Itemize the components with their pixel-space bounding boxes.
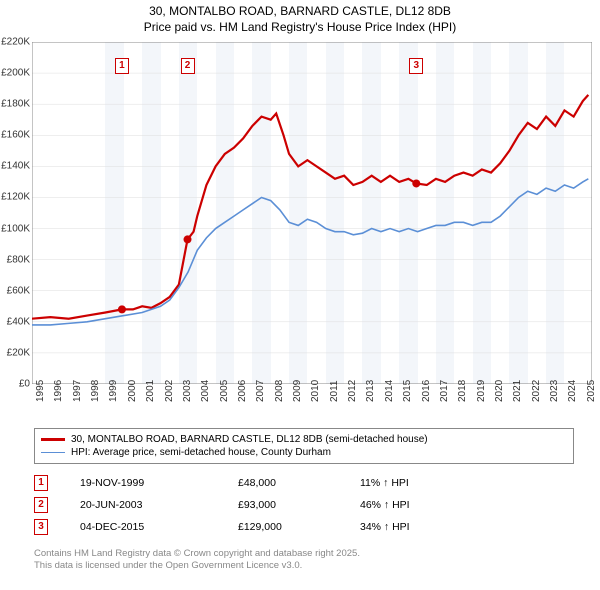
x-tick-label: 1998: [90, 380, 101, 402]
row-price: £129,000: [238, 521, 360, 533]
x-axis: 1995199619971998199920002001200220032004…: [32, 386, 592, 426]
y-axis: £0£20K£40K£60K£80K£100K£120K£140K£160K£1…: [0, 42, 32, 384]
x-tick-label: 2004: [200, 380, 211, 402]
table-row: 3 04-DEC-2015£129,00034% ↑ HPI: [34, 516, 410, 538]
x-tick-label: 2011: [329, 380, 340, 402]
y-tick-label: £200K: [1, 68, 30, 79]
x-tick-label: 2014: [384, 380, 395, 402]
row-hpi: 34% ↑ HPI: [360, 521, 410, 533]
legend-item: HPI: Average price, semi-detached house,…: [41, 446, 567, 459]
y-tick-label: £100K: [1, 223, 30, 234]
x-tick-label: 2018: [457, 380, 468, 402]
title-line-1: 30, MONTALBO ROAD, BARNARD CASTLE, DL12 …: [0, 4, 600, 20]
x-tick-label: 2024: [567, 380, 578, 402]
x-tick-label: 2003: [182, 380, 193, 402]
chart-area: 1 2 3: [32, 42, 592, 384]
footer-line-2: This data is licensed under the Open Gov…: [34, 560, 360, 572]
y-tick-label: £40K: [7, 316, 30, 327]
x-tick-label: 2019: [476, 380, 487, 402]
row-marker: 3: [34, 519, 48, 535]
row-hpi: 11% ↑ HPI: [360, 477, 409, 489]
y-tick-label: £80K: [7, 254, 30, 265]
legend-label: 30, MONTALBO ROAD, BARNARD CASTLE, DL12 …: [71, 434, 428, 445]
title-line-2: Price paid vs. HM Land Registry's House …: [0, 20, 600, 36]
x-tick-label: 2020: [494, 380, 505, 402]
x-tick-label: 1996: [53, 380, 64, 402]
transactions-table: 1 19-NOV-1999£48,00011% ↑ HPI 2 20-JUN-2003…: [34, 472, 410, 538]
x-tick-label: 2025: [586, 380, 597, 402]
chart-svg: [32, 42, 592, 384]
series-property: [32, 95, 588, 319]
row-date: 20-JUN-2003: [80, 499, 238, 511]
x-tick-label: 2007: [255, 380, 266, 402]
y-tick-label: £0: [19, 379, 30, 390]
x-tick-label: 2005: [219, 380, 230, 402]
transaction-dot: [118, 305, 126, 313]
row-marker: 2: [34, 497, 48, 513]
chart-title: 30, MONTALBO ROAD, BARNARD CASTLE, DL12 …: [0, 0, 600, 35]
x-tick-label: 2013: [365, 380, 376, 402]
x-tick-label: 2000: [127, 380, 138, 402]
x-tick-label: 1999: [108, 380, 119, 402]
x-tick-label: 2002: [164, 380, 175, 402]
x-tick-label: 2023: [549, 380, 560, 402]
transaction-dot: [412, 179, 420, 187]
transaction-marker: 2: [181, 58, 195, 74]
x-tick-label: 2010: [310, 380, 321, 402]
y-tick-label: £180K: [1, 99, 30, 110]
y-tick-label: £140K: [1, 161, 30, 172]
x-tick-label: 2008: [274, 380, 285, 402]
row-hpi: 46% ↑ HPI: [360, 499, 410, 511]
x-tick-label: 1997: [72, 380, 83, 402]
footer: Contains HM Land Registry data © Crown c…: [34, 548, 360, 573]
row-date: 04-DEC-2015: [80, 521, 238, 533]
x-tick-label: 1995: [35, 380, 46, 402]
row-date: 19-NOV-1999: [80, 477, 238, 489]
y-tick-label: £160K: [1, 130, 30, 141]
row-marker: 1: [34, 475, 48, 491]
x-tick-label: 2009: [292, 380, 303, 402]
x-tick-label: 2015: [402, 380, 413, 402]
y-tick-label: £220K: [1, 37, 30, 48]
transaction-dot: [184, 235, 192, 243]
table-row: 2 20-JUN-2003£93,00046% ↑ HPI: [34, 494, 410, 516]
series-hpi: [32, 179, 588, 325]
table-row: 1 19-NOV-1999£48,00011% ↑ HPI: [34, 472, 410, 494]
x-tick-label: 2021: [512, 380, 523, 402]
row-price: £93,000: [238, 499, 360, 511]
x-tick-label: 2012: [347, 380, 358, 402]
transaction-marker: 3: [409, 58, 423, 74]
x-tick-label: 2006: [237, 380, 248, 402]
x-tick-label: 2022: [531, 380, 542, 402]
x-tick-label: 2017: [439, 380, 450, 402]
legend-swatch: [41, 438, 65, 440]
y-tick-label: £60K: [7, 285, 30, 296]
transaction-marker: 1: [115, 58, 129, 74]
y-tick-label: £20K: [7, 347, 30, 358]
row-price: £48,000: [238, 477, 360, 489]
x-tick-label: 2001: [145, 380, 156, 402]
footer-line-1: Contains HM Land Registry data © Crown c…: [34, 548, 360, 560]
legend: 30, MONTALBO ROAD, BARNARD CASTLE, DL12 …: [34, 428, 574, 464]
x-tick-label: 2016: [421, 380, 432, 402]
y-tick-label: £120K: [1, 192, 30, 203]
legend-item: 30, MONTALBO ROAD, BARNARD CASTLE, DL12 …: [41, 433, 567, 446]
legend-label: HPI: Average price, semi-detached house,…: [71, 447, 331, 458]
legend-swatch: [41, 452, 65, 454]
